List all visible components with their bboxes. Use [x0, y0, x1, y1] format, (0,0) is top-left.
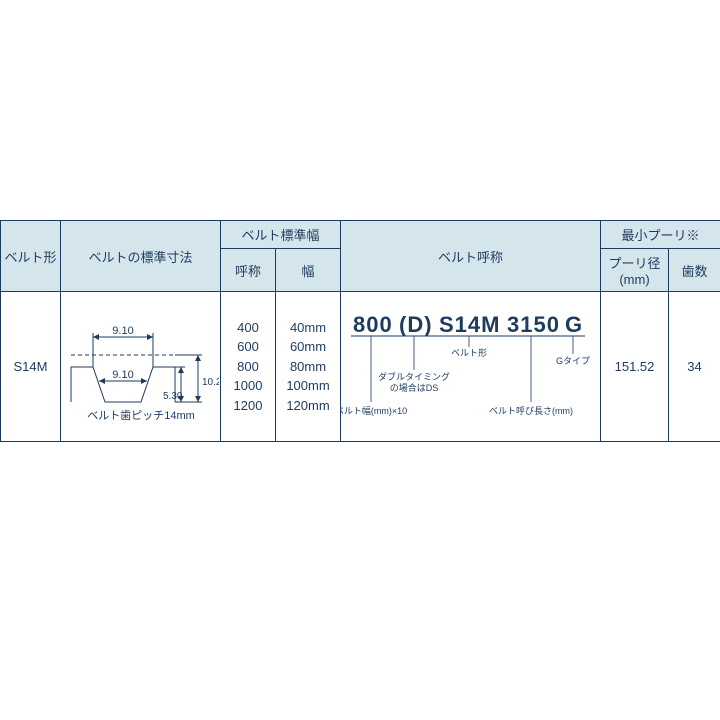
th-std-width: ベルト標準幅	[221, 221, 341, 249]
cell-profile-diagram: 9.10 9.10 5.30 10.2 ベルト歯ピッチ14mm	[61, 292, 221, 442]
nominal-0: 400	[223, 318, 273, 338]
th-profile: ベルトの標準寸法	[61, 221, 221, 292]
cell-designation: 800 (D) S14M 3150 G	[341, 292, 601, 442]
arrow-u2	[195, 355, 201, 361]
dim-angled-width: 9.10	[112, 369, 133, 381]
arrow-l1	[93, 334, 99, 340]
th-pulley-dia: プーリ径 (mm)	[601, 249, 669, 292]
actual-2: 80mm	[278, 357, 338, 377]
cell-pulley-dia: 151.52	[601, 292, 669, 442]
profile-svg: 9.10 9.10 5.30 10.2 ベルト歯ピッチ14mm	[63, 307, 219, 427]
nominal-4: 1200	[223, 396, 273, 416]
th-belt-type: ベルト形	[1, 221, 61, 292]
dim-overall-height: 10.2	[202, 377, 219, 388]
pitch-label: ベルト歯ピッチ14mm	[87, 409, 195, 422]
nominal-2: 800	[223, 357, 273, 377]
code-800: 800	[353, 312, 393, 337]
arrow-r2	[141, 378, 147, 384]
spec-table-wrapper: ベルト形 ベルトの標準寸法 ベルト標準幅 ベルト呼称 最小プーリ※ 呼称 幅 プ…	[0, 220, 720, 442]
note-length: ベルト呼び長さ(mm)	[489, 406, 573, 416]
actual-3: 100mm	[278, 376, 338, 396]
cell-teeth: 34	[669, 292, 720, 442]
actual-0: 40mm	[278, 318, 338, 338]
arrow-u1	[178, 367, 184, 373]
spec-table: ベルト形 ベルトの標準寸法 ベルト標準幅 ベルト呼称 最小プーリ※ 呼称 幅 プ…	[0, 220, 720, 442]
note-belt-type: ベルト形	[451, 347, 487, 358]
code-d: (D)	[399, 312, 433, 337]
arrow-l2	[99, 378, 105, 384]
table-row: S14M	[1, 292, 720, 442]
note-ds-2: の場合はDS	[390, 382, 439, 393]
th-nominal: 呼称	[221, 249, 276, 292]
note-g: Gタイプ	[556, 356, 590, 366]
code-s14m: S14M	[439, 312, 500, 337]
th-teeth: 歯数	[669, 249, 720, 292]
th-actual: 幅	[276, 249, 341, 292]
arrow-d2	[195, 396, 201, 402]
cell-belt-type: S14M	[1, 292, 61, 442]
code-3150: 3150	[507, 312, 560, 337]
note-width: ベルト幅(mm)×10	[341, 405, 407, 416]
th-designation: ベルト呼称	[341, 221, 601, 292]
code-g: G	[565, 312, 583, 337]
actual-4: 120mm	[278, 396, 338, 416]
dim-top-width: 9.10	[112, 325, 133, 337]
actual-1: 60mm	[278, 337, 338, 357]
th-min-pulley: 最小プーリ※	[601, 221, 720, 249]
note-ds-1: ダブルタイミング	[378, 371, 450, 382]
arrow-r1	[147, 334, 153, 340]
nominal-1: 600	[223, 337, 273, 357]
dim-tooth-height: 5.30	[163, 391, 183, 402]
cell-nominal-widths: 400 600 800 1000 1200	[221, 292, 276, 442]
designation-svg: 800 (D) S14M 3150 G	[341, 292, 601, 442]
cell-actual-widths: 40mm 60mm 80mm 100mm 120mm	[276, 292, 341, 442]
nominal-3: 1000	[223, 376, 273, 396]
